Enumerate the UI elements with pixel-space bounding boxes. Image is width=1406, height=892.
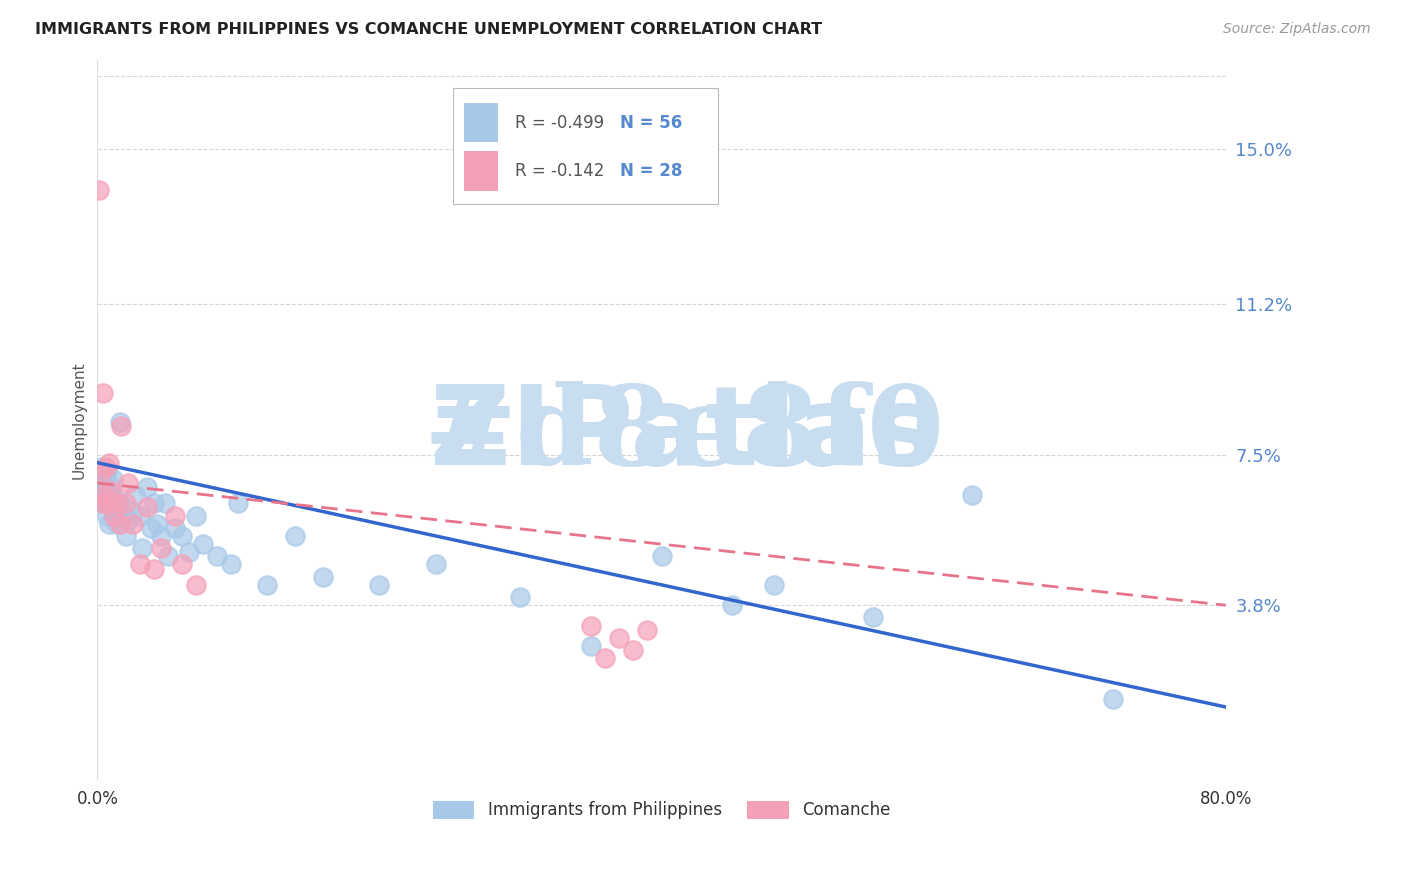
Point — [104, 492, 127, 507]
Point — [184, 578, 207, 592]
Point — [207, 549, 229, 564]
Bar — [464, 151, 498, 191]
Point — [256, 578, 278, 592]
Point — [94, 472, 117, 486]
Point — [284, 529, 307, 543]
Point — [184, 508, 207, 523]
Text: N = 28: N = 28 — [620, 162, 682, 180]
Text: Source: ZipAtlas.com: Source: ZipAtlas.com — [1223, 22, 1371, 37]
Point — [93, 467, 115, 482]
Bar — [464, 103, 498, 143]
Point — [110, 419, 132, 434]
Point — [177, 545, 200, 559]
Point — [96, 464, 118, 478]
Point — [98, 488, 121, 502]
Point — [100, 484, 122, 499]
Point — [103, 508, 125, 523]
Point — [1102, 691, 1125, 706]
Point — [90, 488, 112, 502]
Point — [90, 496, 112, 510]
Point — [121, 505, 143, 519]
Point — [636, 623, 658, 637]
Point — [651, 549, 673, 564]
Point — [156, 549, 179, 564]
Point — [862, 610, 884, 624]
Point — [153, 496, 176, 510]
Point — [117, 476, 139, 491]
Point — [149, 529, 172, 543]
Point — [87, 183, 110, 197]
Point — [721, 598, 744, 612]
Legend: Immigrants from Philippines, Comanche: Immigrants from Philippines, Comanche — [426, 794, 897, 826]
Point — [228, 496, 250, 510]
Point — [94, 492, 117, 507]
Text: R = -0.499: R = -0.499 — [515, 114, 605, 132]
Point — [90, 459, 112, 474]
Point — [579, 639, 602, 653]
Point — [91, 480, 114, 494]
Point — [135, 500, 157, 515]
Point — [97, 516, 120, 531]
Point — [191, 537, 214, 551]
Text: ZIPatlas: ZIPatlas — [430, 381, 938, 488]
Point — [103, 508, 125, 523]
Point — [142, 561, 165, 575]
Point — [105, 516, 128, 531]
Point — [94, 459, 117, 474]
Point — [93, 496, 115, 510]
Point — [149, 541, 172, 556]
Text: N = 56: N = 56 — [620, 114, 682, 132]
Point — [91, 386, 114, 401]
Point — [163, 521, 186, 535]
Point — [170, 529, 193, 543]
Point — [128, 558, 150, 572]
Point — [101, 472, 124, 486]
Point — [607, 631, 630, 645]
Point — [89, 467, 111, 482]
Point — [960, 488, 983, 502]
Point — [128, 508, 150, 523]
Text: IMMIGRANTS FROM PHILIPPINES VS COMANCHE UNEMPLOYMENT CORRELATION CHART: IMMIGRANTS FROM PHILIPPINES VS COMANCHE … — [35, 22, 823, 37]
Text: R = -0.142: R = -0.142 — [515, 162, 605, 180]
Point — [100, 480, 122, 494]
Point — [124, 488, 146, 502]
Point — [763, 578, 786, 592]
Y-axis label: Unemployment: Unemployment — [72, 361, 86, 479]
Point — [621, 643, 644, 657]
Point — [312, 570, 335, 584]
Point — [93, 488, 115, 502]
Text: #d8e8f0: #d8e8f0 — [423, 381, 945, 488]
Point — [509, 590, 531, 604]
Point — [114, 496, 136, 510]
Point — [135, 480, 157, 494]
Point — [96, 508, 118, 523]
Point — [105, 496, 128, 510]
Point — [107, 496, 129, 510]
Point — [145, 516, 167, 531]
Point — [97, 484, 120, 499]
Point — [108, 415, 131, 429]
Point — [108, 516, 131, 531]
Point — [89, 476, 111, 491]
Point — [131, 541, 153, 556]
FancyBboxPatch shape — [453, 88, 718, 203]
Point — [163, 508, 186, 523]
Point — [117, 513, 139, 527]
Point — [100, 500, 122, 515]
Point — [425, 558, 447, 572]
Point — [96, 496, 118, 510]
Point — [114, 529, 136, 543]
Point — [142, 496, 165, 510]
Point — [170, 558, 193, 572]
Point — [139, 521, 162, 535]
Point — [579, 618, 602, 632]
Point — [593, 651, 616, 665]
Point — [121, 516, 143, 531]
Point — [97, 456, 120, 470]
Point — [368, 578, 391, 592]
Point — [221, 558, 243, 572]
Point — [111, 508, 134, 523]
